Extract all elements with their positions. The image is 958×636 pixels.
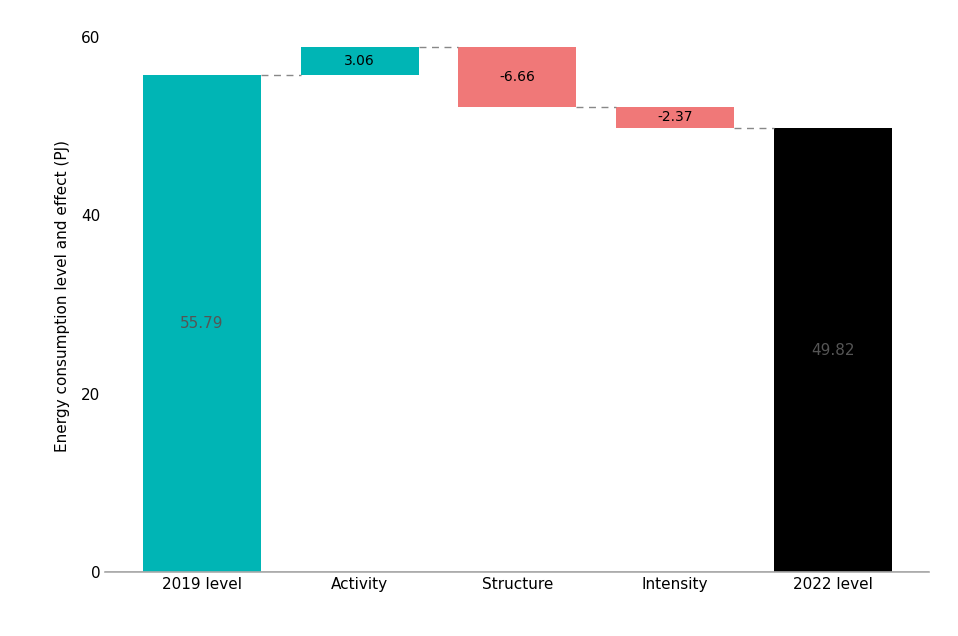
Bar <box>616 107 734 128</box>
Bar <box>773 128 892 572</box>
Text: -6.66: -6.66 <box>499 70 536 84</box>
Y-axis label: Energy consumption level and effect (PJ): Energy consumption level and effect (PJ) <box>55 140 70 452</box>
Text: 49.82: 49.82 <box>810 343 855 357</box>
Bar <box>301 47 419 74</box>
Text: 3.06: 3.06 <box>344 54 375 68</box>
Text: -2.37: -2.37 <box>657 110 693 124</box>
Bar <box>143 74 262 572</box>
Bar <box>458 47 577 107</box>
Text: 55.79: 55.79 <box>180 316 224 331</box>
